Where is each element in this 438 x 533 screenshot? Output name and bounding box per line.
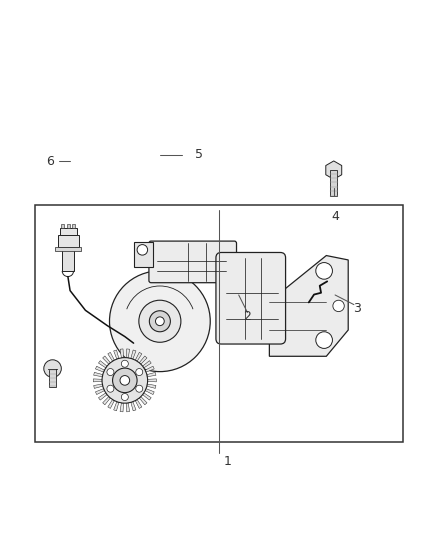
Polygon shape (120, 349, 124, 358)
Circle shape (137, 245, 148, 255)
Circle shape (102, 358, 148, 403)
Circle shape (107, 368, 114, 376)
Polygon shape (95, 389, 105, 394)
Polygon shape (145, 389, 154, 394)
Text: 2: 2 (244, 310, 251, 324)
Circle shape (316, 332, 332, 349)
Bar (55, 247, 81, 251)
Polygon shape (108, 400, 114, 408)
Bar (62, 247, 74, 271)
Polygon shape (102, 356, 110, 364)
Polygon shape (120, 403, 124, 412)
Bar (330, 170, 337, 197)
Circle shape (136, 385, 143, 392)
Circle shape (139, 300, 181, 342)
Polygon shape (147, 384, 156, 389)
Polygon shape (95, 366, 105, 372)
Circle shape (121, 393, 128, 400)
Bar (58, 235, 79, 247)
Polygon shape (147, 373, 156, 377)
FancyBboxPatch shape (216, 253, 286, 344)
Bar (67, 224, 70, 228)
Polygon shape (131, 402, 136, 411)
Bar (60, 228, 77, 235)
Polygon shape (326, 161, 342, 179)
Polygon shape (99, 361, 107, 368)
Polygon shape (108, 352, 114, 361)
Polygon shape (93, 379, 102, 382)
Polygon shape (126, 349, 130, 358)
Circle shape (120, 376, 130, 385)
Circle shape (136, 368, 143, 376)
Circle shape (149, 311, 170, 332)
Circle shape (110, 271, 210, 372)
Text: 4: 4 (331, 209, 339, 223)
Polygon shape (99, 393, 107, 400)
Polygon shape (135, 352, 142, 361)
Circle shape (333, 300, 344, 312)
Bar (61, 224, 64, 228)
Bar (72, 224, 75, 228)
Polygon shape (126, 403, 130, 412)
Polygon shape (131, 350, 136, 359)
Polygon shape (145, 366, 154, 372)
Polygon shape (139, 397, 147, 405)
Text: 6: 6 (46, 155, 54, 168)
Circle shape (155, 317, 164, 326)
Circle shape (107, 385, 114, 392)
Text: 3: 3 (353, 302, 361, 314)
Polygon shape (114, 350, 119, 359)
Polygon shape (139, 356, 147, 364)
Polygon shape (143, 361, 151, 368)
Bar (35, 205, 403, 442)
Circle shape (44, 360, 61, 377)
Bar (49, 368, 56, 387)
Polygon shape (94, 373, 103, 377)
Polygon shape (102, 397, 110, 405)
Circle shape (316, 263, 332, 279)
Polygon shape (114, 402, 119, 411)
Polygon shape (94, 384, 103, 389)
Polygon shape (143, 393, 151, 400)
Circle shape (113, 368, 137, 393)
Text: 5: 5 (195, 148, 203, 161)
Circle shape (121, 360, 128, 367)
FancyBboxPatch shape (149, 241, 237, 282)
Polygon shape (269, 255, 348, 356)
Polygon shape (135, 400, 142, 408)
Polygon shape (148, 379, 156, 382)
Text: 1: 1 (224, 455, 232, 468)
Bar (134, 243, 153, 266)
